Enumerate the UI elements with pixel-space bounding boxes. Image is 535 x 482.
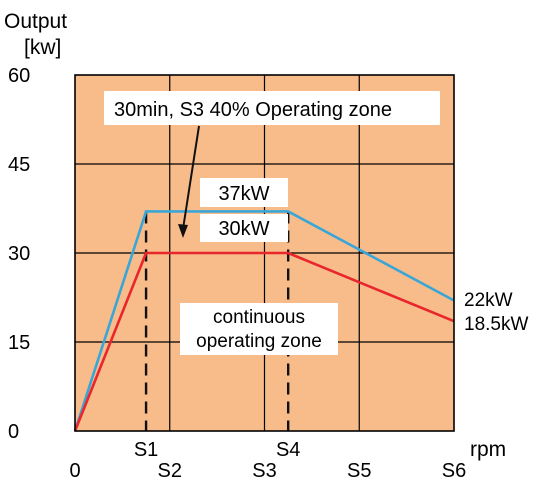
blue-series-end-label: 22kW — [464, 290, 513, 311]
x-axis-label: rpm — [470, 438, 506, 461]
x-tick-label-top: S4 — [276, 439, 300, 461]
continuous-zone-label-line1: continuous — [213, 307, 305, 328]
y-tick-label: 0 — [8, 421, 19, 443]
red-series-end-label: 18.5kW — [464, 314, 528, 335]
x-tick-label-bottom: S2 — [158, 460, 182, 482]
y-tick-label: 60 — [8, 65, 30, 87]
x-tick-label-bottom: S5 — [347, 460, 371, 482]
y-tick-label: 30 — [8, 243, 30, 265]
x-tick-label-top: S1 — [134, 439, 158, 461]
y-axis-label: Output — [4, 10, 67, 33]
continuous-zone-label-line2: operating zone — [196, 331, 322, 352]
y-tick-label: 15 — [8, 332, 30, 354]
y-tick-label: 45 — [8, 154, 30, 176]
x-tick-label-bottom: S3 — [252, 460, 276, 482]
y-axis-unit: [kw] — [24, 36, 61, 59]
level-30-label: 30kW — [218, 218, 269, 240]
level-37-label: 37kW — [218, 183, 269, 205]
x-tick-label-bottom: 0 — [69, 460, 80, 482]
x-tick-label-bottom: S6 — [442, 460, 466, 482]
s3-zone-label: 30min, S3 40% Operating zone — [114, 99, 392, 121]
